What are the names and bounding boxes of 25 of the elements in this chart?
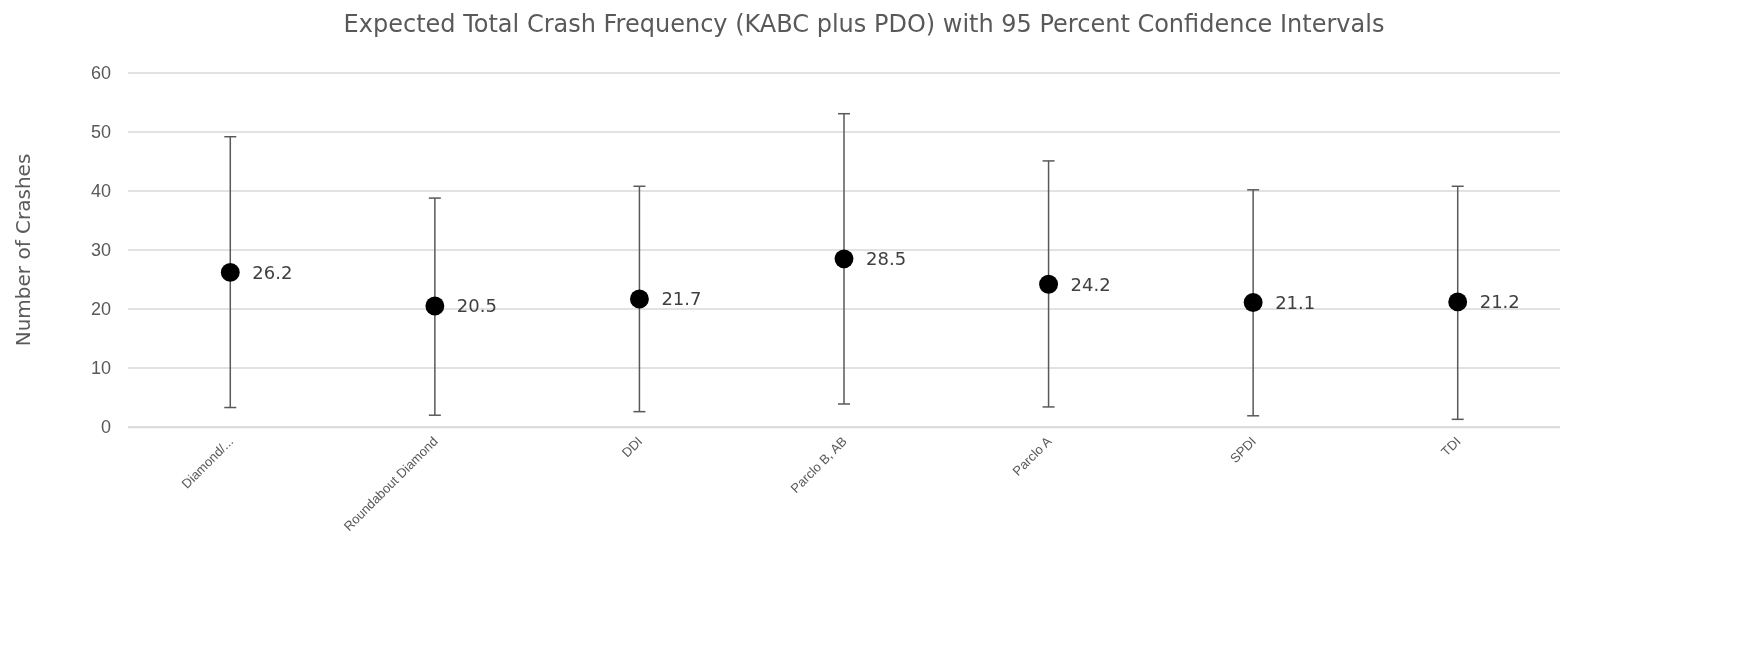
point [629,289,649,309]
y-tick-label: 20 [90,299,111,320]
y-axis-title: Number of Crashes [11,153,35,347]
y-tick-label: 10 [90,358,111,379]
point [834,249,854,269]
point [425,296,445,316]
y-tick-label: 0 [100,417,111,438]
data-label: 20.5 [456,295,497,317]
point [1448,292,1468,312]
data-label: 21.7 [661,288,702,310]
point [220,263,240,282]
point [1243,293,1263,312]
y-tick-label: 50 [90,122,111,143]
data-label: 28.5 [866,248,907,270]
y-tick-label: 40 [90,181,111,202]
data-label: 21.2 [1479,291,1520,313]
x-tick-label: TDI [1438,433,1464,460]
data-label: 26.2 [252,261,293,283]
data-label: 24.2 [1070,273,1111,295]
data-label: 21.1 [1275,291,1316,313]
y-tick-label: 60 [90,63,111,84]
chart-title: Expected Total Crash Frequency (KABC plus PDO) with 95 Percent Confidence Intervals [343,10,1385,38]
y-tick-label: 30 [90,240,111,261]
x-tick-label: DDI [618,433,646,461]
point [1039,274,1059,294]
